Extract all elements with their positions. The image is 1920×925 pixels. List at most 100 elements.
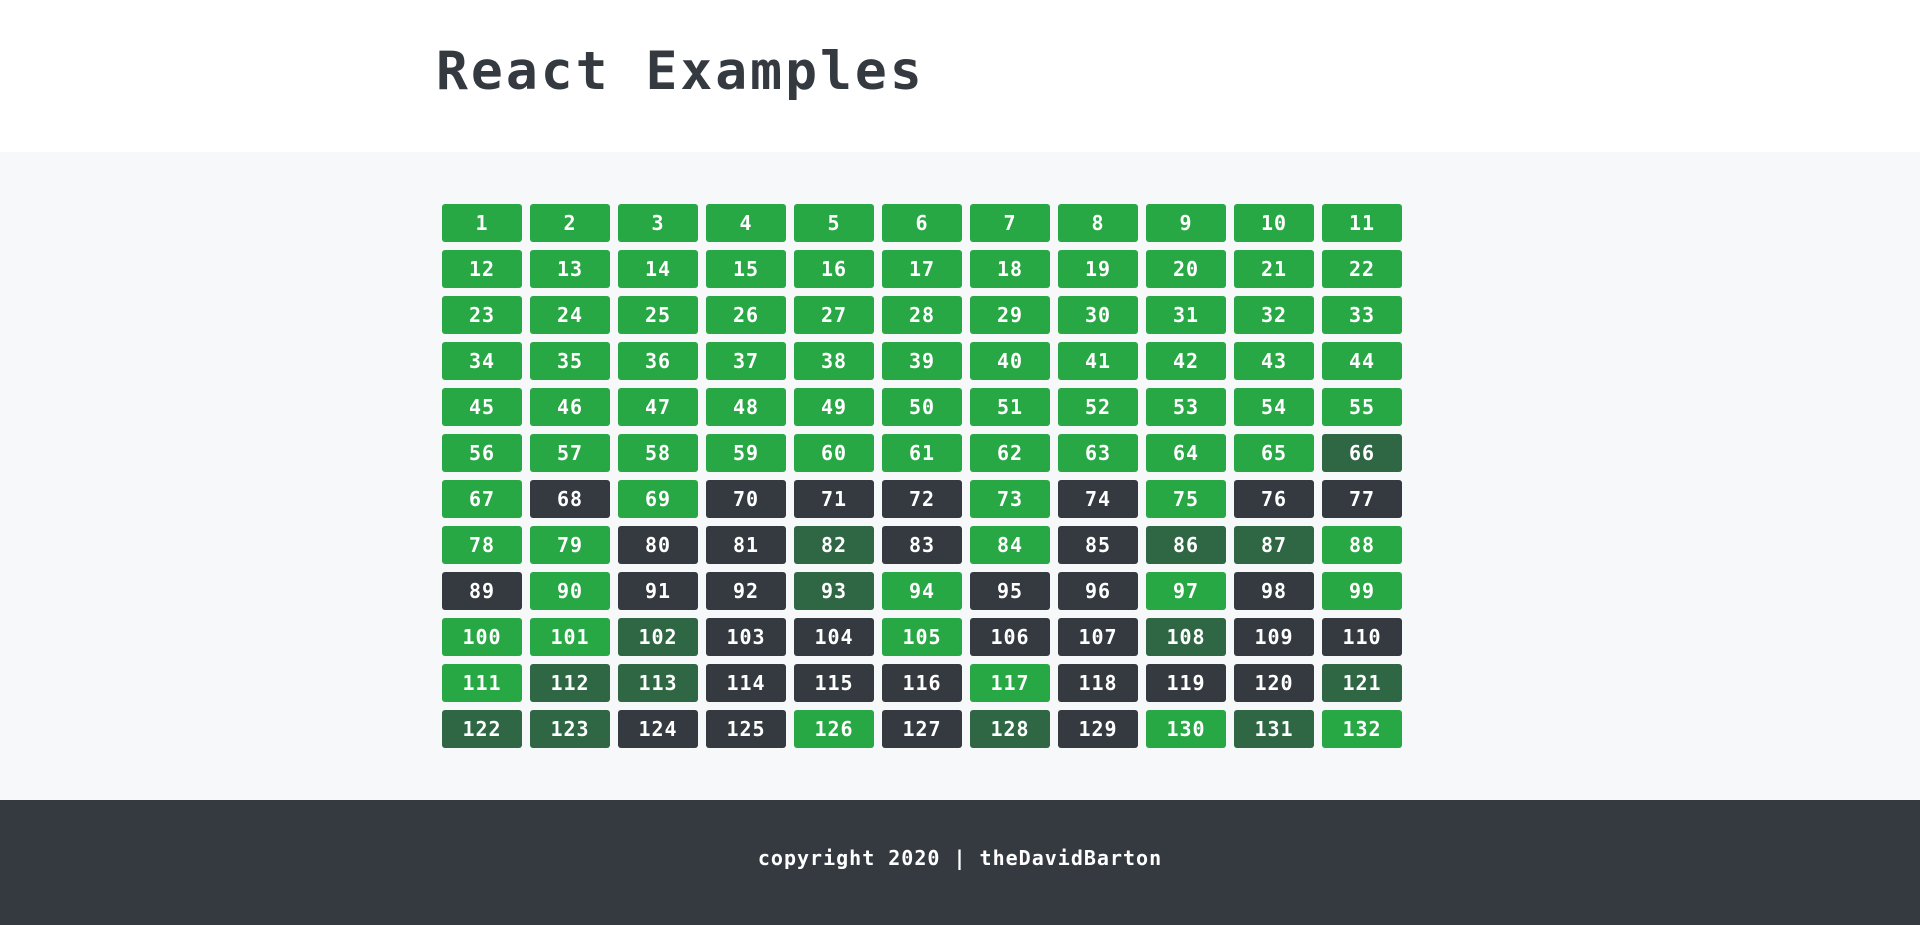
number-cell-4[interactable]: 4 [706,204,786,242]
number-cell-16[interactable]: 16 [794,250,874,288]
number-cell-33[interactable]: 33 [1322,296,1402,334]
number-cell-77[interactable]: 77 [1322,480,1402,518]
number-cell-115[interactable]: 115 [794,664,874,702]
number-cell-66[interactable]: 66 [1322,434,1402,472]
number-cell-13[interactable]: 13 [530,250,610,288]
number-cell-60[interactable]: 60 [794,434,874,472]
number-cell-63[interactable]: 63 [1058,434,1138,472]
number-cell-43[interactable]: 43 [1234,342,1314,380]
number-cell-23[interactable]: 23 [442,296,522,334]
number-cell-111[interactable]: 111 [442,664,522,702]
number-cell-125[interactable]: 125 [706,710,786,748]
number-cell-9[interactable]: 9 [1146,204,1226,242]
number-cell-95[interactable]: 95 [970,572,1050,610]
number-cell-97[interactable]: 97 [1146,572,1226,610]
number-cell-65[interactable]: 65 [1234,434,1314,472]
number-cell-84[interactable]: 84 [970,526,1050,564]
number-cell-32[interactable]: 32 [1234,296,1314,334]
number-cell-56[interactable]: 56 [442,434,522,472]
number-cell-38[interactable]: 38 [794,342,874,380]
number-cell-105[interactable]: 105 [882,618,962,656]
number-cell-79[interactable]: 79 [530,526,610,564]
number-cell-130[interactable]: 130 [1146,710,1226,748]
number-cell-50[interactable]: 50 [882,388,962,426]
number-cell-99[interactable]: 99 [1322,572,1402,610]
number-cell-22[interactable]: 22 [1322,250,1402,288]
number-cell-126[interactable]: 126 [794,710,874,748]
number-cell-14[interactable]: 14 [618,250,698,288]
number-cell-72[interactable]: 72 [882,480,962,518]
number-cell-57[interactable]: 57 [530,434,610,472]
number-cell-90[interactable]: 90 [530,572,610,610]
number-cell-100[interactable]: 100 [442,618,522,656]
number-cell-106[interactable]: 106 [970,618,1050,656]
number-cell-82[interactable]: 82 [794,526,874,564]
number-cell-117[interactable]: 117 [970,664,1050,702]
number-cell-86[interactable]: 86 [1146,526,1226,564]
number-cell-75[interactable]: 75 [1146,480,1226,518]
number-cell-30[interactable]: 30 [1058,296,1138,334]
number-cell-89[interactable]: 89 [442,572,522,610]
number-cell-102[interactable]: 102 [618,618,698,656]
number-cell-107[interactable]: 107 [1058,618,1138,656]
number-cell-53[interactable]: 53 [1146,388,1226,426]
number-cell-27[interactable]: 27 [794,296,874,334]
number-cell-39[interactable]: 39 [882,342,962,380]
number-cell-124[interactable]: 124 [618,710,698,748]
number-cell-6[interactable]: 6 [882,204,962,242]
number-cell-116[interactable]: 116 [882,664,962,702]
number-cell-48[interactable]: 48 [706,388,786,426]
number-cell-42[interactable]: 42 [1146,342,1226,380]
number-cell-67[interactable]: 67 [442,480,522,518]
number-cell-51[interactable]: 51 [970,388,1050,426]
number-cell-15[interactable]: 15 [706,250,786,288]
number-cell-55[interactable]: 55 [1322,388,1402,426]
number-cell-28[interactable]: 28 [882,296,962,334]
number-cell-129[interactable]: 129 [1058,710,1138,748]
number-cell-131[interactable]: 131 [1234,710,1314,748]
number-cell-74[interactable]: 74 [1058,480,1138,518]
number-cell-103[interactable]: 103 [706,618,786,656]
number-cell-11[interactable]: 11 [1322,204,1402,242]
number-cell-113[interactable]: 113 [618,664,698,702]
number-cell-59[interactable]: 59 [706,434,786,472]
number-cell-26[interactable]: 26 [706,296,786,334]
number-cell-25[interactable]: 25 [618,296,698,334]
number-cell-119[interactable]: 119 [1146,664,1226,702]
number-cell-3[interactable]: 3 [618,204,698,242]
number-cell-52[interactable]: 52 [1058,388,1138,426]
number-cell-85[interactable]: 85 [1058,526,1138,564]
number-cell-83[interactable]: 83 [882,526,962,564]
number-cell-109[interactable]: 109 [1234,618,1314,656]
number-cell-93[interactable]: 93 [794,572,874,610]
number-cell-1[interactable]: 1 [442,204,522,242]
number-cell-70[interactable]: 70 [706,480,786,518]
number-cell-122[interactable]: 122 [442,710,522,748]
number-cell-88[interactable]: 88 [1322,526,1402,564]
number-cell-44[interactable]: 44 [1322,342,1402,380]
number-cell-87[interactable]: 87 [1234,526,1314,564]
number-cell-37[interactable]: 37 [706,342,786,380]
number-cell-120[interactable]: 120 [1234,664,1314,702]
number-cell-24[interactable]: 24 [530,296,610,334]
number-cell-101[interactable]: 101 [530,618,610,656]
number-cell-91[interactable]: 91 [618,572,698,610]
number-cell-47[interactable]: 47 [618,388,698,426]
number-cell-54[interactable]: 54 [1234,388,1314,426]
number-cell-29[interactable]: 29 [970,296,1050,334]
number-cell-64[interactable]: 64 [1146,434,1226,472]
number-cell-49[interactable]: 49 [794,388,874,426]
number-cell-81[interactable]: 81 [706,526,786,564]
number-cell-73[interactable]: 73 [970,480,1050,518]
number-cell-45[interactable]: 45 [442,388,522,426]
number-cell-41[interactable]: 41 [1058,342,1138,380]
number-cell-132[interactable]: 132 [1322,710,1402,748]
number-cell-127[interactable]: 127 [882,710,962,748]
number-cell-35[interactable]: 35 [530,342,610,380]
number-cell-96[interactable]: 96 [1058,572,1138,610]
number-cell-92[interactable]: 92 [706,572,786,610]
number-cell-62[interactable]: 62 [970,434,1050,472]
number-cell-110[interactable]: 110 [1322,618,1402,656]
number-cell-78[interactable]: 78 [442,526,522,564]
number-cell-8[interactable]: 8 [1058,204,1138,242]
